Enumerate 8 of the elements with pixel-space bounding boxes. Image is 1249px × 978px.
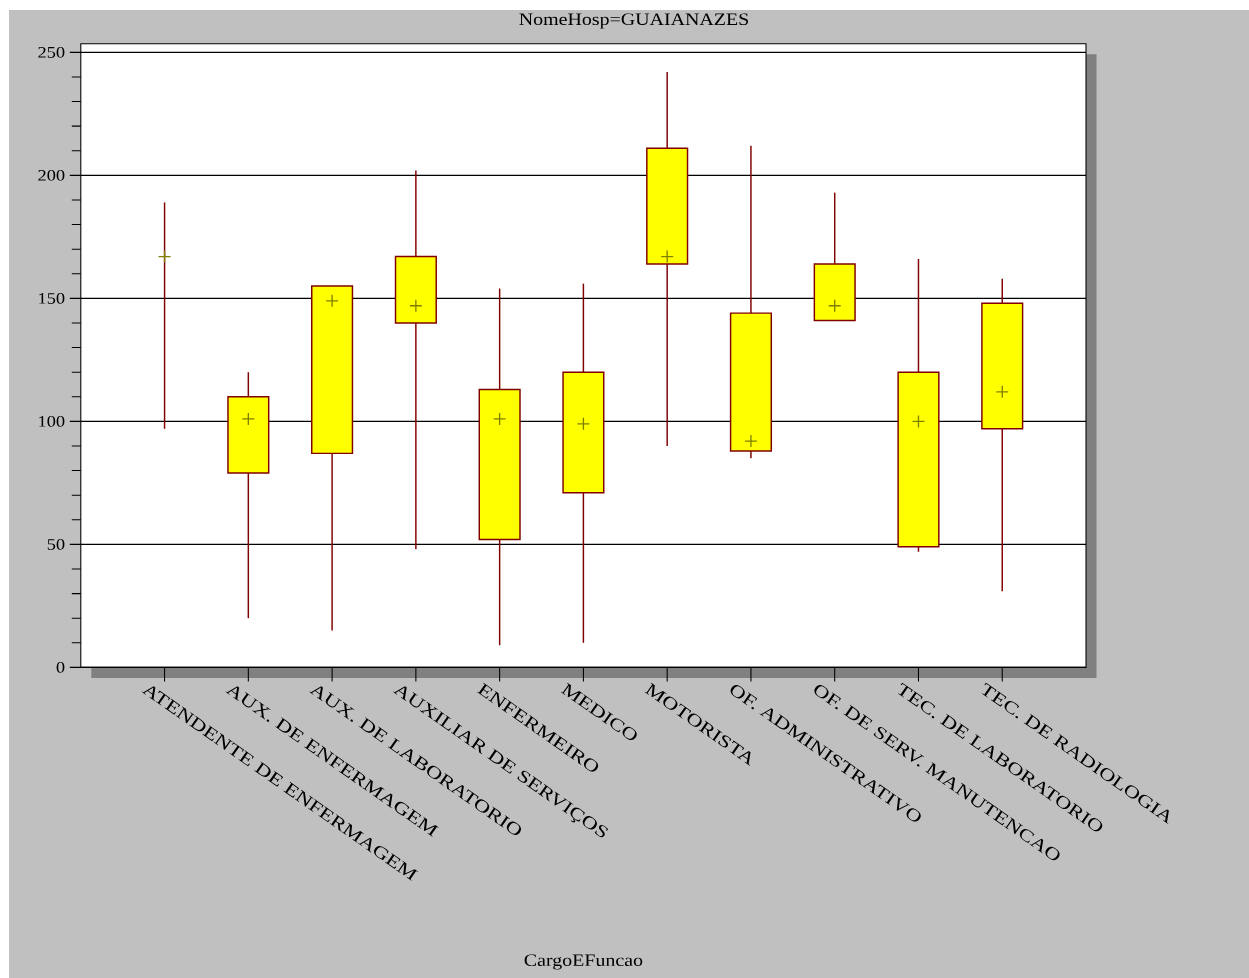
y-tick-label: 200 [38, 169, 65, 181]
x-axis-title: CargoEFuncao [524, 954, 643, 970]
chart-title: NomeHosp=GUAIANAZES [519, 13, 748, 29]
y-tick-label: 250 [38, 46, 65, 58]
y-tick-label: 50 [47, 538, 65, 550]
y-tick-label: 100 [39, 415, 65, 427]
y-tick-label: 150 [39, 292, 65, 304]
y-tick-label: 0 [56, 662, 65, 673]
